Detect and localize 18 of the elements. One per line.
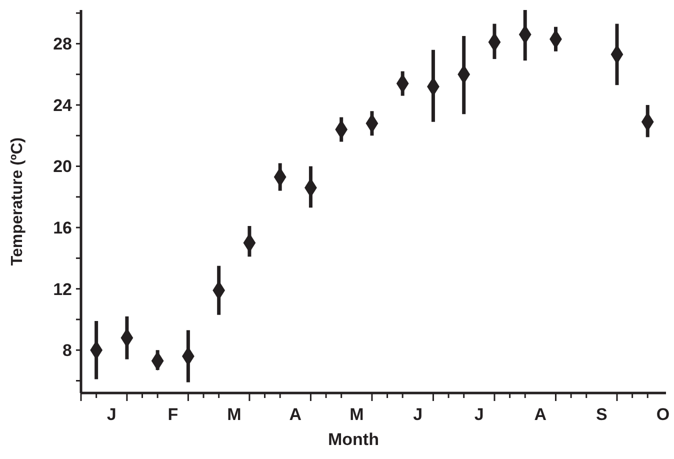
y-tick-label: 24 bbox=[53, 96, 73, 115]
y-tick-label: 16 bbox=[53, 218, 72, 238]
x-tick-label: F bbox=[168, 405, 178, 424]
y-axis-title: Temperature (ºC) bbox=[9, 137, 26, 266]
x-tick-label: A bbox=[534, 405, 547, 424]
x-tick-label: J bbox=[474, 405, 484, 424]
y-tick-label: 28 bbox=[53, 34, 72, 54]
x-tick-label: S bbox=[596, 405, 608, 424]
x-axis-title: Month bbox=[328, 430, 379, 449]
y-tick-label: 8 bbox=[62, 341, 72, 360]
y-tick-label: 12 bbox=[53, 280, 72, 299]
x-tick-label: J bbox=[413, 405, 423, 424]
y-tick-label: 20 bbox=[53, 157, 72, 176]
x-tick-label: M bbox=[227, 405, 242, 424]
x-tick-label: M bbox=[350, 405, 364, 424]
x-tick-label: A bbox=[289, 405, 302, 424]
x-tick-label: J bbox=[106, 405, 116, 424]
x-tick-label: O bbox=[656, 405, 670, 424]
